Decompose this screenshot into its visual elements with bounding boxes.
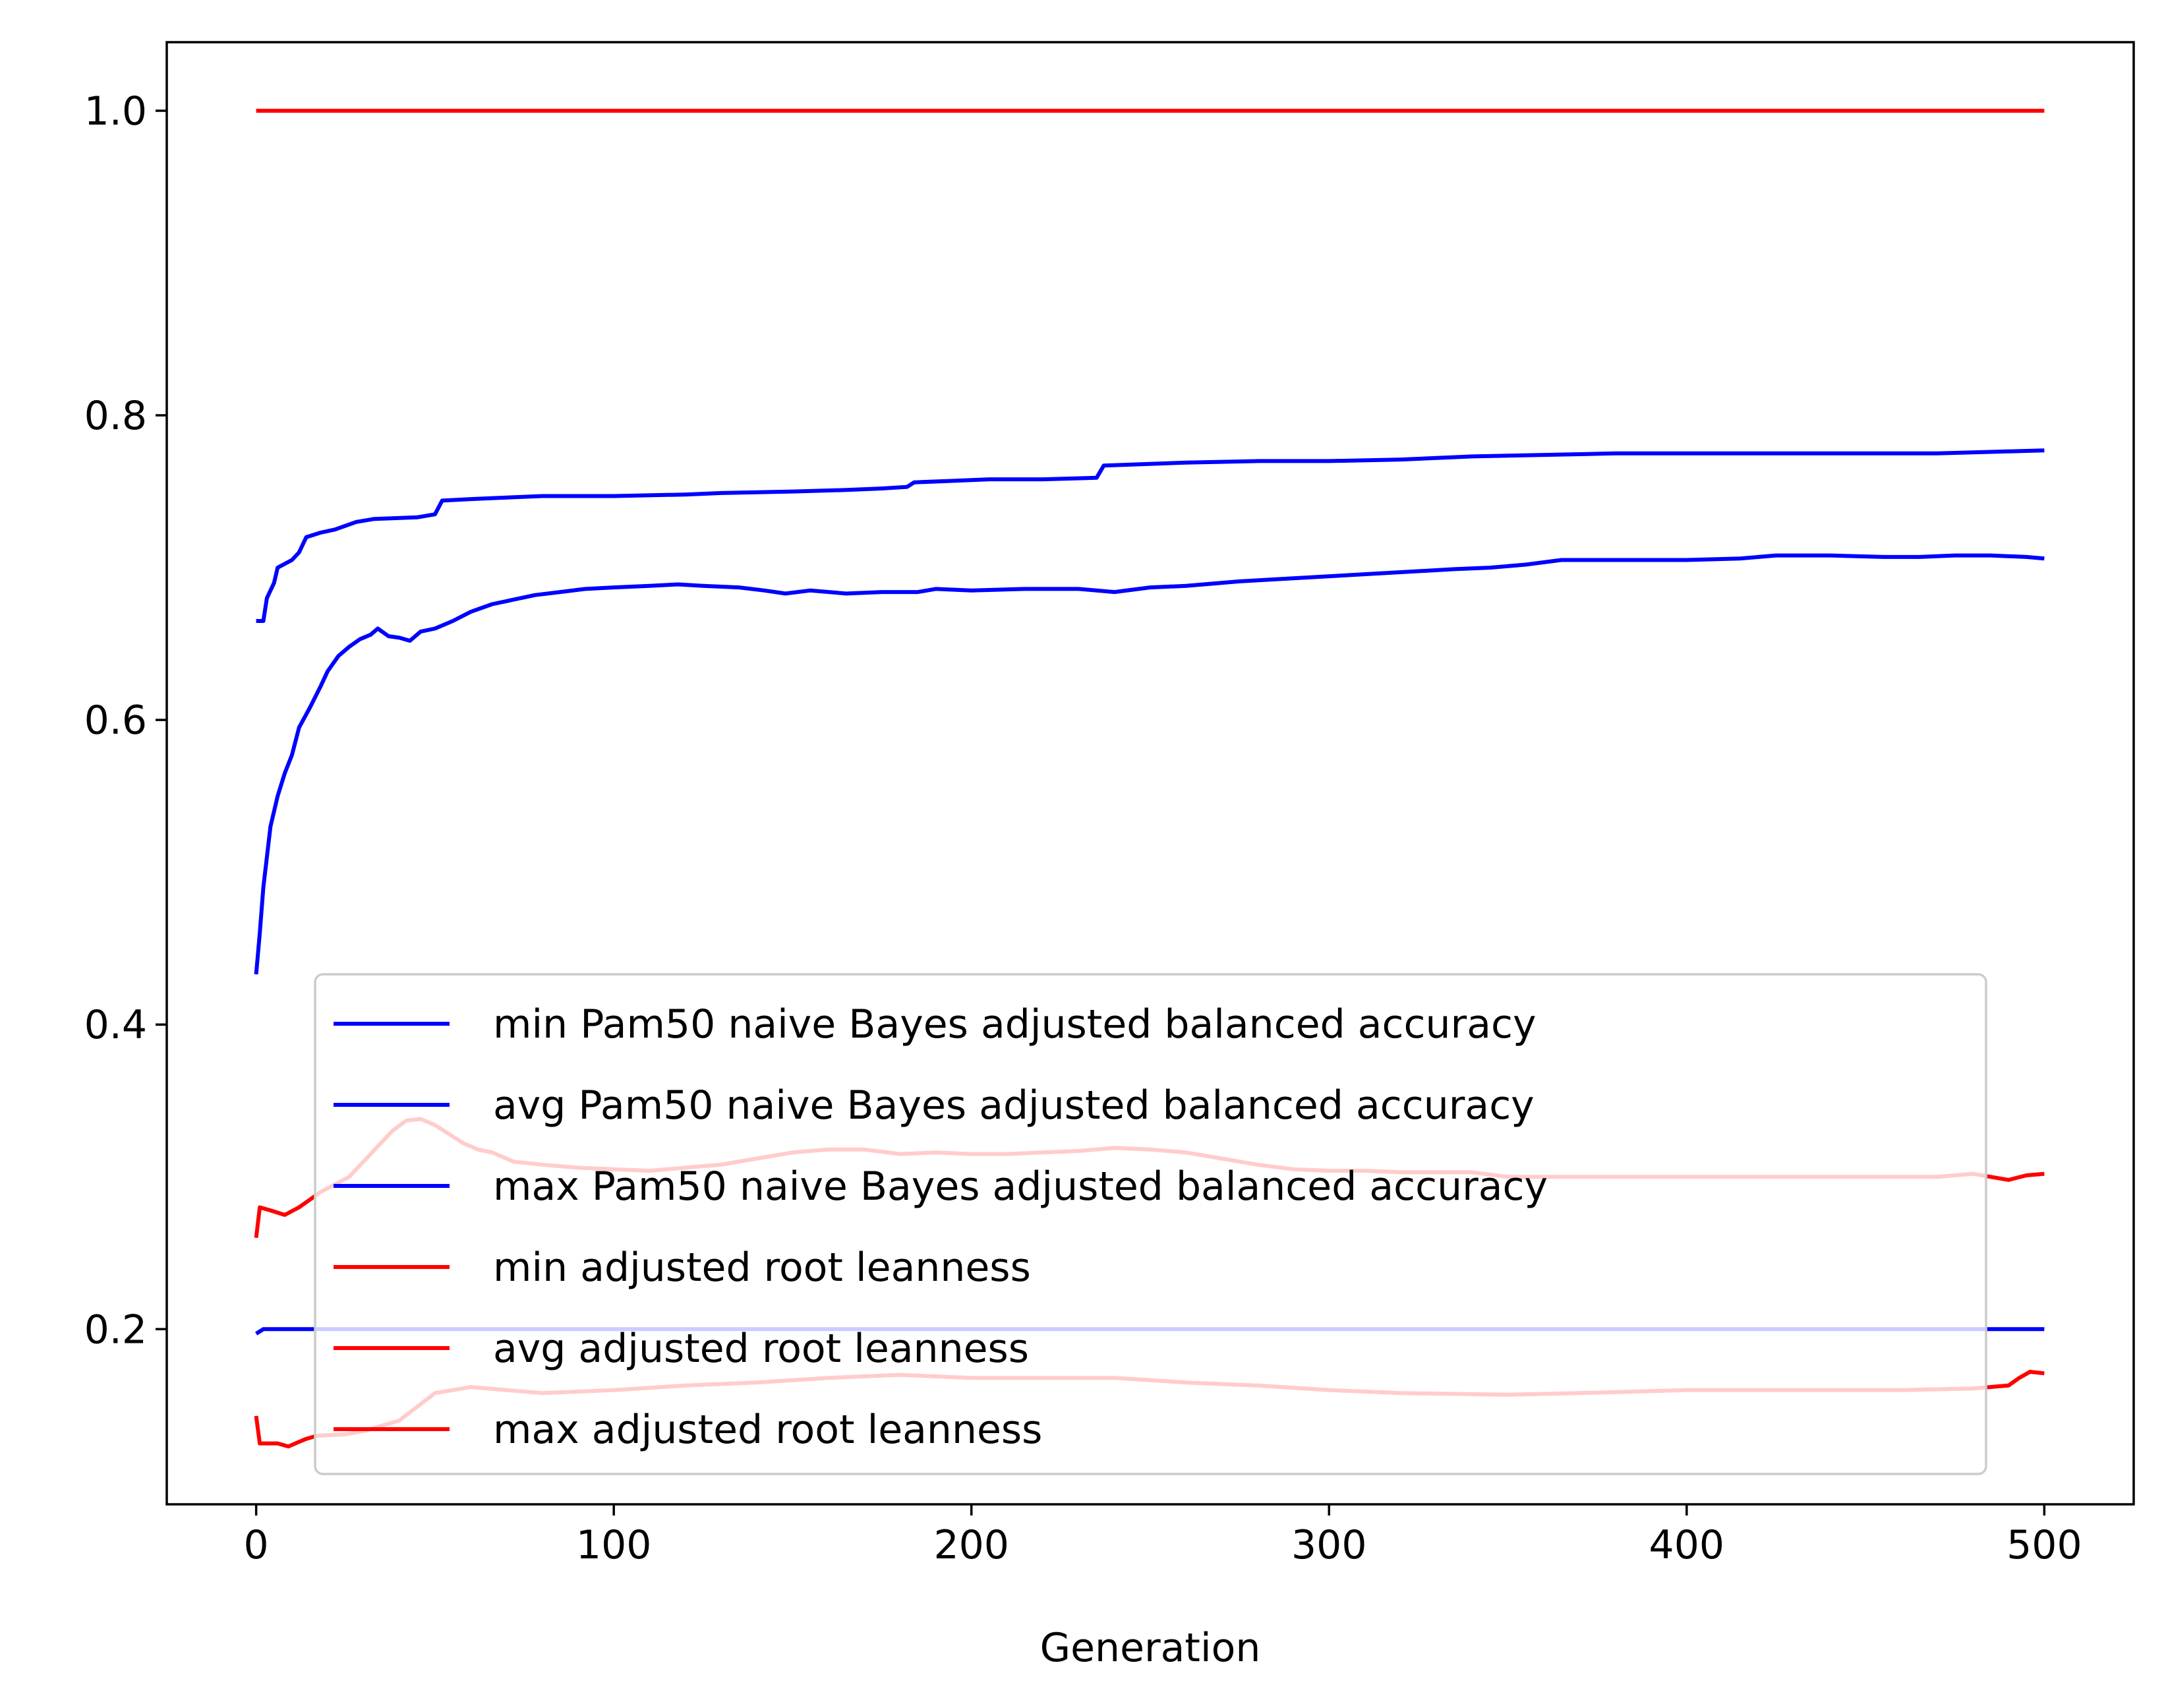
- legend-label: max adjusted root leanness: [493, 1407, 1042, 1453]
- axes-frame: [165, 41, 2135, 1506]
- y-tick-label: 0.8: [84, 393, 147, 439]
- y-tick-label: 1.0: [84, 88, 147, 134]
- x-tick-label: 300: [1291, 1522, 1367, 1568]
- series-line-3: [256, 448, 2045, 623]
- y-axis-ticks: 0.2 0.4 0.6 0.8 1.0: [84, 88, 167, 1353]
- x-tick-label: 200: [933, 1522, 1009, 1568]
- x-axis-label: Generation: [1040, 1625, 1261, 1671]
- x-tick-label: 0: [244, 1522, 269, 1568]
- y-tick-label: 0.4: [84, 1002, 147, 1048]
- series-line-2: [254, 553, 2045, 975]
- legend-frame: [314, 973, 1987, 1475]
- legend: min Pam50 naive Bayes adjusted balanced …: [314, 973, 1987, 1475]
- legend-label: max Pam50 naive Bayes adjusted balanced …: [493, 1163, 1548, 1210]
- x-tick-label: 400: [1649, 1522, 1725, 1568]
- legend-label: min adjusted root leanness: [493, 1245, 1031, 1291]
- x-tick-label: 100: [576, 1522, 652, 1568]
- y-tick-label: 0.6: [84, 697, 147, 744]
- x-tick-label: 500: [2006, 1522, 2082, 1568]
- legend-label: avg adjusted root leanness: [493, 1326, 1029, 1372]
- x-axis-ticks: 0 100 200 300 400 500: [244, 1504, 2082, 1568]
- y-tick-label: 0.2: [84, 1307, 147, 1353]
- legend-label: min Pam50 naive Bayes adjusted balanced …: [493, 1001, 1536, 1047]
- legend-label: avg Pam50 naive Bayes adjusted balanced …: [493, 1082, 1535, 1129]
